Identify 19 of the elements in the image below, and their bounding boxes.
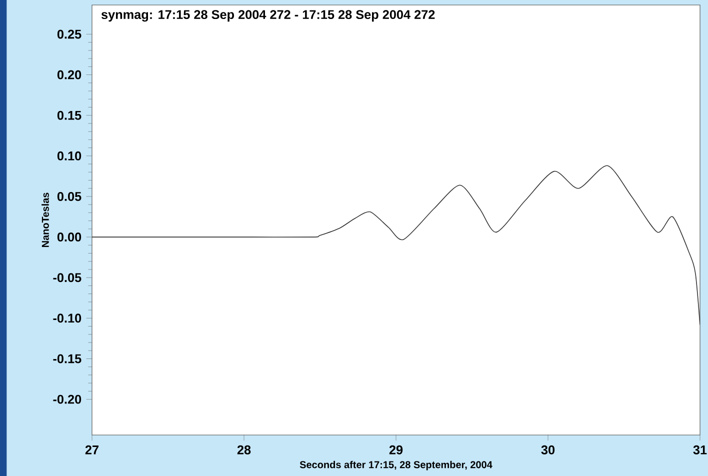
y-tick-label: 0.10	[57, 151, 82, 160]
line-series	[92, 165, 700, 326]
x-tick-label: 28	[237, 445, 251, 454]
y-tick-label: -0.20	[53, 394, 82, 404]
y-tick-label: 0.05	[57, 192, 82, 201]
y-tick-label: 0.25	[57, 30, 82, 39]
x-tick-label: 27	[85, 445, 98, 454]
x-tick-label: 31	[693, 445, 707, 454]
y-tick-label: 0.20	[57, 70, 82, 80]
y-tick-label: -0.10	[53, 314, 82, 323]
x-tick-label: 30	[541, 445, 555, 454]
x-tick-label: 29	[389, 445, 403, 454]
y-axis-title: NanoTeslas	[42, 192, 49, 248]
y-tick-label: 0.00	[57, 232, 82, 242]
y-tick-label: 0.15	[57, 110, 82, 120]
y-tick-label: -0.05	[53, 273, 82, 282]
chart-title: synmag: 17:15 28 Sep 2004 272 - 17:15 28 Sep 2004 272	[101, 10, 435, 22]
x-axis-title: Seconds after 17:15, 28 September, 2004	[300, 460, 492, 470]
y-tick-label: -0.15	[53, 354, 82, 364]
